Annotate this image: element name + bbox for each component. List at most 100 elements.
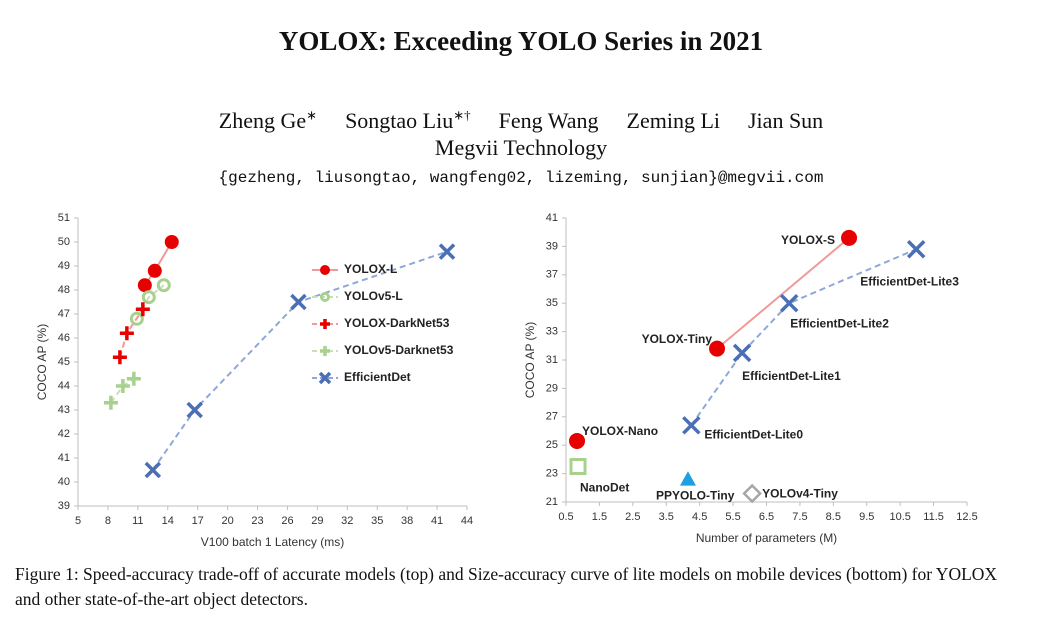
marker	[320, 292, 330, 302]
y-tick-label: 50	[58, 236, 70, 248]
x-tick-label: 2.5	[625, 511, 640, 523]
x-tick-label: 5.5	[725, 511, 740, 523]
x-tick-label: 8.5	[826, 511, 841, 523]
marker	[137, 278, 152, 293]
x-axis-label: Number of parameters (M)	[696, 531, 837, 545]
x-axis-label: V100 batch 1 Latency (ms)	[201, 535, 344, 549]
y-axis-label: COCO AP (%)	[523, 322, 537, 398]
y-tick-label: 37	[546, 269, 558, 281]
marker	[779, 293, 799, 313]
y-tick-label: 40	[58, 476, 70, 488]
x-tick-label: 17	[192, 515, 204, 527]
x-tick-label: 10.5	[889, 511, 910, 523]
y-tick-label: 27	[546, 411, 558, 423]
point-label: YOLOX-Nano	[582, 424, 658, 438]
y-tick-label: 46	[58, 332, 70, 344]
x-tick-label: 7.5	[792, 511, 807, 523]
y-tick-label: 23	[546, 468, 558, 480]
x-tick-label: 32	[341, 515, 353, 527]
x-tick-label: 29	[311, 515, 323, 527]
point-label: EfficientDet-Lite2	[790, 316, 889, 330]
legend-label: EfficientDet	[344, 370, 411, 384]
marker	[135, 302, 150, 317]
x-tick-label: 8	[105, 515, 111, 527]
y-tick-label: 35	[546, 297, 558, 309]
marker	[320, 346, 330, 356]
marker	[119, 326, 134, 341]
marker	[112, 350, 127, 365]
x-tick-label: 20	[221, 515, 233, 527]
marker	[144, 461, 162, 479]
point-label: EfficientDet-Lite1	[742, 369, 841, 383]
y-tick-label: 49	[58, 260, 70, 272]
marker	[742, 483, 762, 504]
y-tick-label: 39	[58, 500, 70, 512]
marker	[318, 371, 332, 385]
caption: Figure 1: Speed-accuracy trade-off of ac…	[15, 564, 998, 609]
marker	[164, 235, 179, 249]
author-name: Jian Sun	[748, 108, 824, 134]
point-label: EfficientDet-Lite3	[860, 274, 959, 288]
x-tick-label: 14	[162, 515, 174, 527]
x-tick-label: 1.5	[592, 511, 607, 523]
y-tick-label: 42	[58, 428, 70, 440]
y-tick-label: 21	[546, 496, 558, 508]
marker	[682, 416, 701, 435]
y-tick-label: 25	[546, 439, 558, 451]
point-label: YOLOX-Tiny	[642, 332, 713, 346]
series-line	[151, 250, 448, 471]
x-tick-label: 5	[75, 515, 81, 527]
marker	[438, 243, 456, 260]
point-label: PPYOLO-Tiny	[656, 488, 735, 502]
paper-title: YOLOX: Exceeding YOLO Series in 2021	[278, 26, 764, 56]
x-tick-label: 6.5	[759, 511, 774, 523]
legend-label: YOLOv5-Darknet53	[344, 343, 454, 357]
author: Songtao Liu∗†	[345, 108, 471, 133]
marker	[147, 263, 162, 278]
figure: 39 40 41 42 43 44 45 46 47 48 49 50 51 5 8 11 14 17 20 23 26…	[35, 212, 978, 549]
y-tick-label: 33	[546, 326, 558, 338]
x-tick-label: 38	[401, 515, 413, 527]
y-tick-label: 41	[546, 212, 558, 224]
marker	[320, 265, 330, 275]
marker	[103, 395, 118, 410]
series-line	[690, 248, 917, 426]
author: Jian Sun	[748, 108, 823, 133]
x-tick-label: 26	[281, 515, 293, 527]
x-tick-label: 0.5	[558, 511, 573, 523]
marker	[732, 343, 752, 363]
marker	[126, 371, 141, 386]
marker	[709, 340, 726, 357]
author-name: Zeming Li	[626, 108, 720, 134]
author: Zeming Li	[627, 108, 720, 133]
x-tick-label: 12.5	[956, 511, 977, 523]
x-tick-label: 4.5	[692, 511, 707, 523]
author-mark: ∗†	[453, 108, 471, 123]
y-tick-label: 44	[58, 380, 70, 392]
author-mark: ∗	[306, 108, 318, 123]
marker	[841, 229, 858, 246]
point-label: EfficientDet-Lite0	[704, 427, 803, 441]
marker	[320, 319, 330, 329]
x-tick-label: 23	[251, 515, 263, 527]
x-tick-label: 44	[461, 515, 473, 527]
x-tick-label: 11.5	[923, 511, 944, 523]
affiliation: Megvii Technology	[434, 135, 608, 160]
marker	[569, 432, 586, 449]
marker	[569, 458, 587, 475]
marker	[906, 240, 926, 259]
point-label: YOLOX-S	[781, 233, 835, 247]
x-tick-label: 11	[132, 515, 143, 527]
y-tick-label: 51	[58, 212, 70, 224]
author-name: Songtao Liu	[345, 108, 454, 134]
series-line	[144, 241, 173, 286]
series-line	[716, 237, 850, 350]
author: Feng Wang	[499, 108, 599, 133]
x-tick-label: 9.5	[859, 511, 874, 523]
x-tick-label: 3.5	[659, 511, 674, 523]
x-tick-label: 35	[371, 515, 383, 527]
author-name: Feng Wang	[498, 108, 599, 134]
y-tick-label: 45	[58, 356, 70, 368]
marker	[186, 401, 203, 419]
